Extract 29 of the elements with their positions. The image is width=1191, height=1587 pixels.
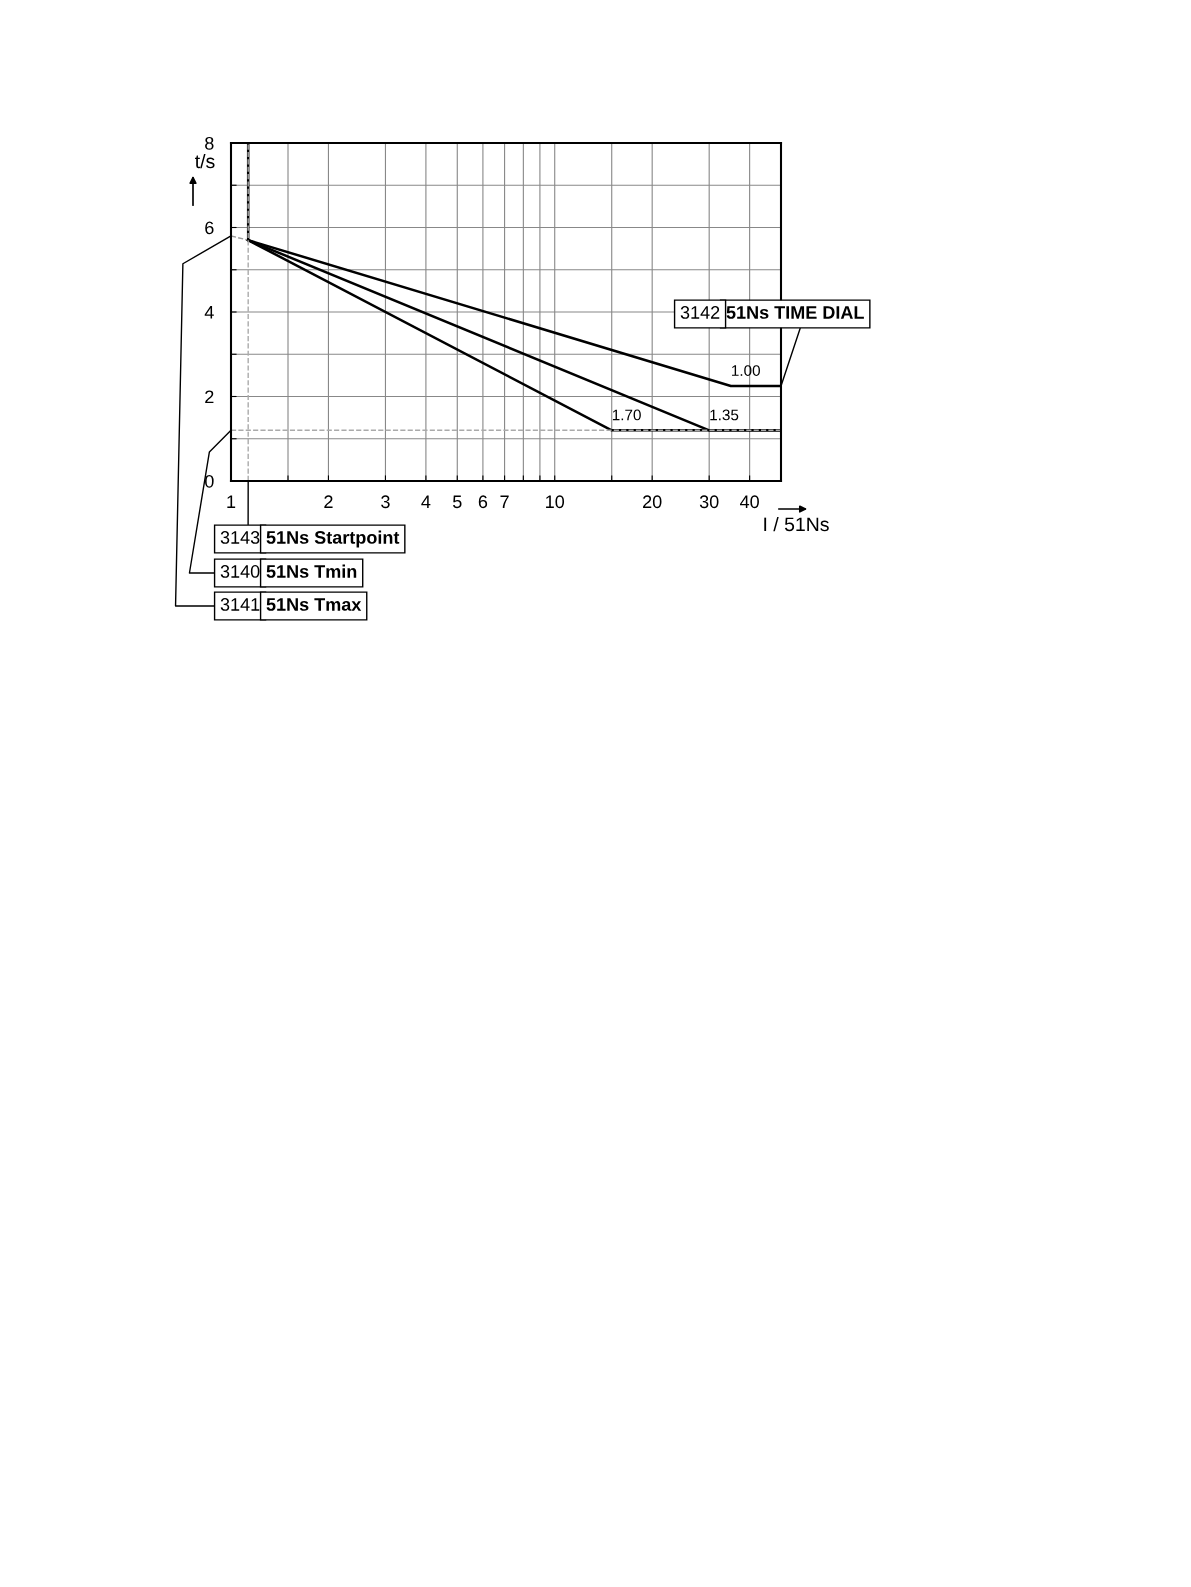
text: 51Ns Tmax	[266, 598, 362, 611]
y-tick-label: 2	[205, 390, 214, 404]
y-tick-label: 4	[204, 306, 214, 319]
x-axis-title: I / 51Ns	[764, 516, 829, 532]
x-tick-label: 2	[324, 495, 333, 508]
y-tick-label: 6	[205, 221, 214, 235]
text: 51Ns Tmin	[266, 564, 357, 578]
y-tick-label: 8	[205, 136, 214, 150]
y-axis-title: t/s	[195, 153, 215, 169]
x-tick-label: 20	[643, 495, 662, 509]
annotation: 3140	[220, 565, 260, 578]
x-tick-label: 10	[546, 495, 565, 509]
x-tick-label: 6	[478, 495, 488, 509]
series-label: 1.70	[612, 409, 641, 421]
x-tick-label: 30	[699, 495, 719, 509]
x-tick-label: 1	[227, 495, 236, 508]
series-label: 1.00	[732, 365, 760, 376]
series-label: 1.35	[710, 409, 739, 421]
annotation: 3141	[220, 598, 260, 611]
x-tick-label: 4	[421, 495, 431, 508]
annotation: 3143	[220, 531, 260, 544]
annotation: 3142	[680, 306, 720, 319]
x-tick-label: 40	[740, 495, 759, 509]
annotation: 51Ns TIME DIAL	[726, 306, 864, 319]
x-tick-label: 7	[500, 495, 509, 508]
x-tick-label: 3	[381, 495, 390, 509]
y-tick-label: 0	[205, 474, 214, 488]
text: 51Ns Startpoint	[266, 530, 400, 548]
x-tick-label: 5	[452, 495, 462, 509]
